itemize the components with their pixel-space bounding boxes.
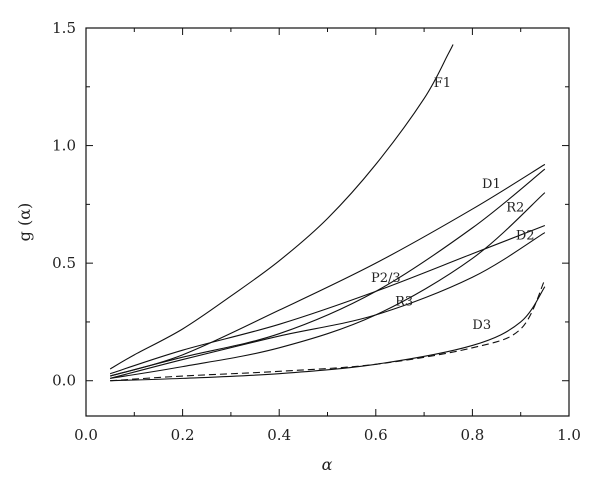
series-line-d2	[110, 232, 546, 379]
series-line-dashed	[110, 279, 546, 382]
curve-label: R2	[506, 200, 524, 215]
y-tick-label: 0.5	[52, 254, 76, 272]
tick-marks	[85, 27, 570, 416]
y-tick-label: 1.0	[52, 137, 76, 155]
series-line-d1	[109, 163, 546, 377]
series-line-r2	[110, 168, 546, 377]
curve-label: D3	[472, 318, 491, 333]
curve-label: D2	[516, 229, 535, 244]
x-tick-label: 0.8	[460, 426, 484, 444]
y-axis-title: g (α)	[15, 203, 34, 242]
y-tick-labels: 0.0 0.5 1.0 1.5	[52, 19, 76, 390]
curves	[109, 44, 546, 382]
curve-label: F1	[434, 76, 451, 91]
curve-label: P2/3	[371, 271, 401, 286]
x-tick-label: 0.0	[74, 426, 98, 444]
series-line-d3	[110, 286, 546, 382]
series-line-r3	[110, 192, 546, 379]
y-tick-label: 1.5	[52, 19, 76, 37]
x-tick-labels: 0.0 0.2 0.4 0.6 0.8 1.0	[74, 426, 581, 444]
y-tick-label: 0.0	[52, 372, 76, 390]
curve-label: R3	[395, 294, 413, 309]
curve-label: D1	[482, 177, 501, 192]
x-axis-title: α	[322, 455, 333, 474]
series-line-f1	[109, 44, 454, 370]
x-tick-label: 1.0	[557, 426, 581, 444]
series-line-p2-3	[109, 225, 546, 375]
x-tick-label: 0.4	[267, 426, 291, 444]
x-tick-label: 0.2	[171, 426, 195, 444]
x-tick-label: 0.6	[364, 426, 388, 444]
curve-labels: F1 D1 R2 D2 P2/3 R3 D3	[371, 76, 535, 333]
